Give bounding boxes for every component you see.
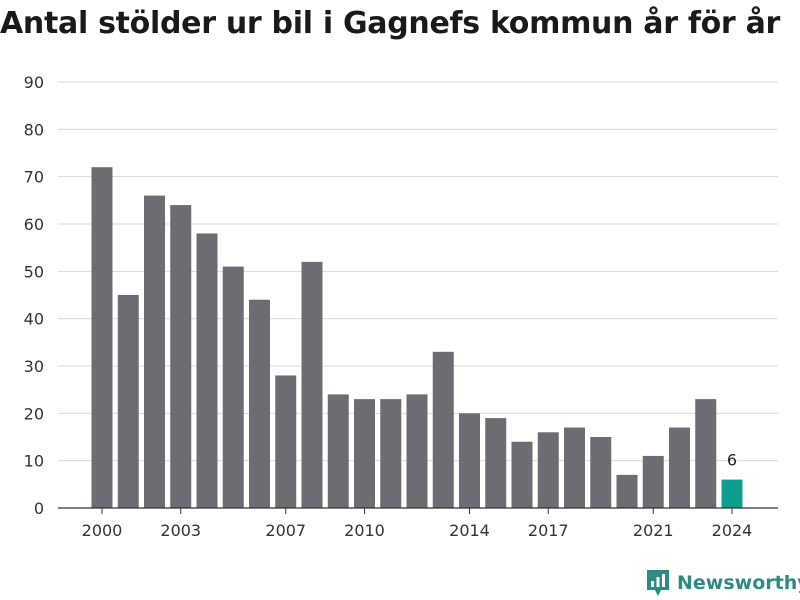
bars [91, 167, 743, 509]
x-tick-label: 2010 [344, 521, 385, 540]
bar-2018 [564, 427, 585, 508]
bar-2023 [695, 399, 717, 508]
y-tick-label: 90 [24, 73, 44, 92]
bar-2010 [354, 399, 375, 508]
bar-2002 [144, 195, 165, 508]
bar-2006 [249, 299, 270, 508]
y-tick-label: 10 [24, 452, 44, 471]
y-tick-label: 70 [24, 168, 44, 187]
y-tick-label: 40 [24, 310, 44, 329]
bar-2005 [222, 266, 244, 508]
y-axis-tick-labels: 0 10 20 30 40 50 60 70 80 90 [24, 73, 44, 518]
chart-title: Antal stölder ur bil i Gagnefs kommun år… [0, 6, 781, 41]
x-tick-label: 2000 [82, 521, 123, 540]
y-tick-label: 30 [24, 357, 44, 376]
x-tick-label: 2017 [528, 521, 569, 540]
x-tick-label: 2021 [633, 521, 674, 540]
bar-2009 [327, 394, 349, 508]
x-tick-label: 2024 [712, 521, 753, 540]
newsworthy-logo-icon [647, 570, 669, 596]
bar-2014 [459, 413, 480, 508]
bar-2008 [301, 261, 323, 508]
bar-2000 [91, 167, 113, 508]
bar-2019 [590, 437, 612, 508]
brand-name: Newsworthy [677, 572, 800, 594]
data-label-2024: 6 [727, 451, 737, 470]
bar-2024 [721, 479, 743, 508]
x-tick-label: 2014 [449, 521, 490, 540]
bar-2013 [432, 351, 454, 508]
y-tick-label: 60 [24, 215, 44, 234]
bar-2022 [669, 427, 690, 508]
bar-2003 [170, 205, 192, 509]
y-tick-label: 20 [24, 404, 44, 423]
bar-2012 [406, 394, 428, 508]
y-tick-label: 80 [24, 120, 44, 139]
bar-2017 [537, 432, 559, 508]
bar-2021 [642, 455, 664, 508]
x-axis-tick-labels: 2000 2003 2007 2010 2014 2017 2021 2024 [82, 508, 753, 540]
newsworthy-brand: Newsworthy [645, 568, 800, 598]
x-tick-label: 2003 [160, 521, 201, 540]
bar-2015 [485, 418, 507, 508]
data-labels: 6 [727, 451, 737, 470]
bar-2011 [380, 399, 402, 508]
bar-2001 [117, 295, 139, 508]
x-tick-label: 2007 [265, 521, 306, 540]
y-tick-label: 50 [24, 262, 44, 281]
bar-2020 [616, 474, 638, 508]
bar-2004 [196, 233, 218, 508]
y-tick-label: 0 [34, 499, 44, 518]
bar-2007 [275, 375, 297, 508]
bar-2016 [511, 441, 533, 508]
